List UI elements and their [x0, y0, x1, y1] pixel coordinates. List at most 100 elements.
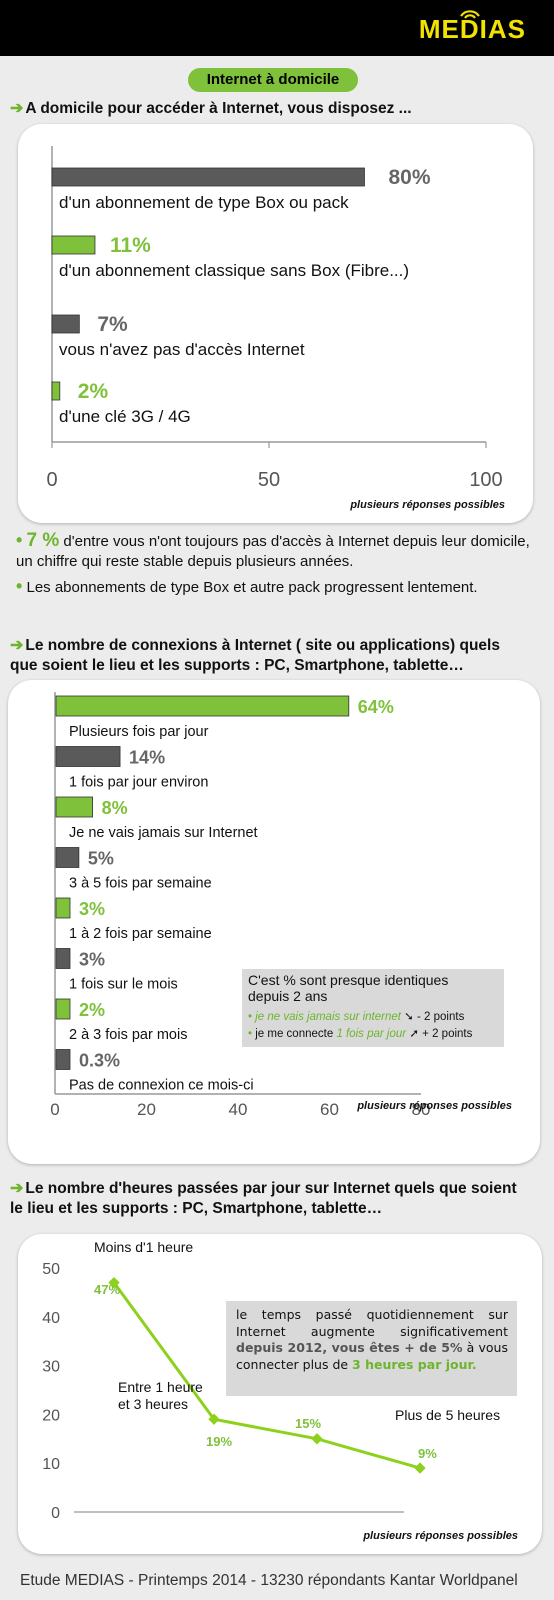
- chart2-card: 0 20 40 60 80 64% Plusieurs fois par jour 14% 1 …: [8, 680, 540, 1164]
- info-line2-prefix: je me connecte: [255, 1028, 334, 1040]
- section2-heading-line2: que soient le lieu et les supports : PC,…: [10, 657, 464, 674]
- chart3-svg: 0 10 20 30 40 50 47% 19% 15% 9% Moins d'1 heure Ent…: [42, 1239, 500, 1522]
- section1-bullets: • 7 % d'entre vous n'ont toujours pas d'…: [16, 530, 546, 598]
- data-value-label: 9%: [418, 1446, 437, 1461]
- x-tick-label: 0: [50, 1100, 59, 1119]
- data-point: [414, 1462, 426, 1474]
- section1-heading: ➔ A domicile pour accéder à Internet, vou…: [10, 99, 412, 119]
- chart3-text-d: 3 heures par jour.: [352, 1356, 477, 1372]
- bar-category-label: d'un abonnement classique sans Box (Fibr…: [59, 261, 409, 280]
- bar-category-label: Plusieurs fois par jour: [69, 724, 209, 740]
- footer-source: Etude MEDIAS - Printemps 2014 - 13230 ré…: [20, 1572, 518, 1589]
- bar-category-label: Pas de connexion ce mois-ci: [69, 1078, 254, 1094]
- section3-heading-line1: Le nombre d'heures passées par jour sur …: [25, 1180, 517, 1197]
- x-tick-label: 0: [46, 469, 57, 491]
- data-value-label: 15%: [295, 1416, 321, 1431]
- x-tick-label: 40: [229, 1100, 248, 1119]
- chart3-text-box: le temps passé quotidiennement sur Inter…: [226, 1301, 517, 1396]
- bar-value-label: 2%: [79, 1000, 105, 1020]
- series-line: [112, 1281, 421, 1470]
- wifi-icon: [460, 10, 480, 19]
- info-line1-change: - 2 points: [417, 1011, 465, 1023]
- y-tick-label: 40: [42, 1310, 60, 1327]
- bar: [55, 796, 93, 818]
- data-value-label: 19%: [206, 1434, 232, 1449]
- info-line1-italic: je ne vais jamais sur internet: [255, 1011, 401, 1023]
- bar: [55, 948, 71, 969]
- bar-category-label: 3 à 5 fois par semaine: [69, 876, 212, 892]
- bar-value-label: 2%: [78, 380, 109, 403]
- y-tick-label: 0: [51, 1505, 60, 1522]
- y-tick-label: 30: [42, 1359, 60, 1376]
- bar-category-label: vous n'avez pas d'accès Internet: [59, 340, 305, 359]
- data-point: [311, 1433, 323, 1445]
- arrow-right-icon: ➔: [10, 1180, 24, 1197]
- bar-value-label: 8%: [102, 798, 128, 818]
- bullet-dot-icon: •: [16, 576, 23, 596]
- bar-value-label: 14%: [129, 748, 165, 768]
- section2-heading: ➔ Le nombre de connexions à Internet ( si…: [10, 636, 500, 676]
- bar-category-label: d'un abonnement de type Box ou pack: [59, 193, 349, 212]
- bar-value-label: 5%: [88, 849, 114, 869]
- section3-heading-line2: le lieu et les supports : PC, Smartphone…: [10, 1200, 383, 1217]
- section1-heading-text: A domicile pour accéder à Internet, vous…: [25, 100, 412, 117]
- bullet-1: • 7 % d'entre vous n'ont toujours pas d'…: [16, 530, 546, 572]
- bar-value-label: 3%: [79, 899, 105, 919]
- bar: [55, 695, 350, 717]
- chart3-text-c: à vous connecter plus de: [236, 1340, 508, 1372]
- bar-value-label: 7%: [97, 313, 128, 336]
- bar-category-label: 1 fois par jour environ: [69, 775, 208, 791]
- chart3-text-b: depuis 2012, vous êtes + de 5%: [236, 1340, 463, 1355]
- chart3-note: plusieurs réponses possibles: [363, 1530, 518, 1542]
- chart1-card: 0 50 100 80% d'un abonnement de type Box ou …: [18, 124, 533, 523]
- brand-logo: MEDIAS: [418, 14, 526, 44]
- info-title-line1: C'est % sont presque identiques: [248, 972, 449, 988]
- x-tick-label: 100: [469, 469, 502, 491]
- chart1-note: plusieurs réponses possibles: [350, 499, 505, 511]
- bar-category-label: Je ne vais jamais sur Internet: [69, 825, 258, 841]
- section3-heading: ➔ Le nombre d'heures passées par jour sur…: [10, 1179, 517, 1219]
- info-line2-italic: 1 fois par jour: [336, 1028, 407, 1040]
- arrow-down-right-icon: ➘: [404, 1011, 414, 1023]
- chart2-svg: 0 20 40 60 80 64% Plusieurs fois par jour 14% 1 …: [50, 692, 430, 1119]
- arrow-right-icon: ➔: [10, 637, 24, 654]
- x-tick-label: 20: [137, 1100, 156, 1119]
- info-line-2: • je me connecte 1 fois par jour ➚ + 2 p…: [248, 1026, 472, 1040]
- arrow-right-icon: ➔: [10, 100, 24, 117]
- bar-value-label: 80%: [388, 166, 430, 189]
- x-tick-label: 50: [258, 469, 280, 491]
- info-line-1: • je ne vais jamais sur internet ➘ - 2 p…: [248, 1009, 464, 1023]
- category-label: Moins d'1 heure: [94, 1239, 193, 1255]
- y-tick-label: 50: [42, 1261, 60, 1278]
- bullet-2: • Les abonnements de type Box et autre p…: [16, 576, 546, 598]
- info-title-line2: depuis 2 ans: [248, 988, 328, 1004]
- bar: [51, 167, 365, 187]
- bar: [51, 314, 80, 334]
- bar: [51, 235, 96, 255]
- info-line2-change: + 2 points: [422, 1028, 473, 1040]
- bar-category-label: d'une clé 3G / 4G: [59, 407, 191, 426]
- y-tick-label: 20: [42, 1407, 60, 1424]
- bar-value-label: 64%: [358, 697, 394, 717]
- category-label-line1: Entre 1 heure: [118, 1379, 203, 1395]
- bullet-1-pct: 7 %: [26, 530, 60, 551]
- bar: [51, 381, 61, 401]
- bar-value-label: 11%: [110, 234, 151, 257]
- bar-value-label: 0.3%: [79, 1051, 120, 1071]
- bar: [55, 1049, 71, 1070]
- chart3-text-a: le temps passé quotidiennement sur Inter…: [236, 1307, 508, 1339]
- bar-category-label: 2 à 3 fois par mois: [69, 1027, 187, 1043]
- data-value-label: 47%: [94, 1282, 120, 1297]
- section2-heading-line1: Le nombre de connexions à Internet ( sit…: [25, 637, 500, 654]
- y-tick-label: 10: [42, 1456, 60, 1473]
- bullet-2-text: Les abonnements de type Box et autre pac…: [26, 579, 478, 596]
- arrow-up-right-icon: ➚: [409, 1028, 419, 1040]
- bar: [55, 897, 71, 919]
- bar: [55, 847, 80, 868]
- bar: [55, 998, 71, 1020]
- bar: [55, 746, 121, 767]
- category-label-line2: et 3 heures: [118, 1396, 188, 1412]
- category-label: Plus de 5 heures: [395, 1407, 500, 1423]
- bar-value-label: 3%: [79, 950, 105, 970]
- section-pill: Internet à domicile: [188, 68, 358, 92]
